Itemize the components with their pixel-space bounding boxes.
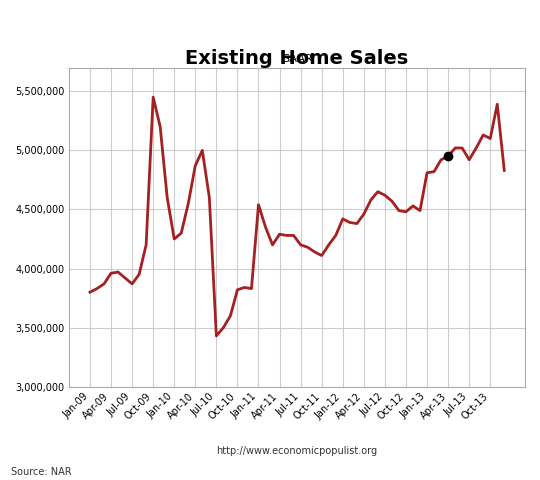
Title: Existing Home Sales: Existing Home Sales xyxy=(186,48,409,68)
Text: http://www.economicpopulist.org: http://www.economicpopulist.org xyxy=(217,445,377,456)
Text: Source: NAR: Source: NAR xyxy=(11,467,71,477)
Text: SAAR: SAAR xyxy=(282,54,313,64)
